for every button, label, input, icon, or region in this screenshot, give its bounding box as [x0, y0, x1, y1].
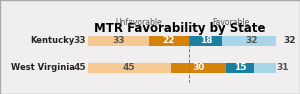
- Text: 22: 22: [163, 36, 175, 45]
- Text: 15: 15: [234, 63, 246, 72]
- Text: 33: 33: [73, 36, 86, 45]
- Bar: [223, 36, 281, 46]
- Bar: [88, 36, 148, 46]
- Text: 18: 18: [200, 36, 212, 45]
- Text: 45: 45: [73, 63, 86, 72]
- Text: Favorable: Favorable: [212, 18, 249, 27]
- Text: Unfavorable: Unfavorable: [115, 18, 162, 27]
- Text: 45: 45: [123, 63, 136, 72]
- Bar: [171, 63, 226, 73]
- Text: West Virginia: West Virginia: [11, 63, 75, 72]
- Text: Kentucky: Kentucky: [31, 36, 75, 45]
- Bar: [88, 63, 171, 73]
- Text: 33: 33: [112, 36, 124, 45]
- Text: 30: 30: [192, 63, 205, 72]
- Text: MTR Favorability by State: MTR Favorability by State: [94, 22, 266, 35]
- Bar: [189, 36, 223, 46]
- Bar: [148, 36, 189, 46]
- Text: 32: 32: [246, 36, 258, 45]
- Bar: [226, 63, 254, 73]
- Text: 31: 31: [276, 63, 289, 72]
- Text: 32: 32: [284, 36, 296, 45]
- Bar: [254, 63, 300, 73]
